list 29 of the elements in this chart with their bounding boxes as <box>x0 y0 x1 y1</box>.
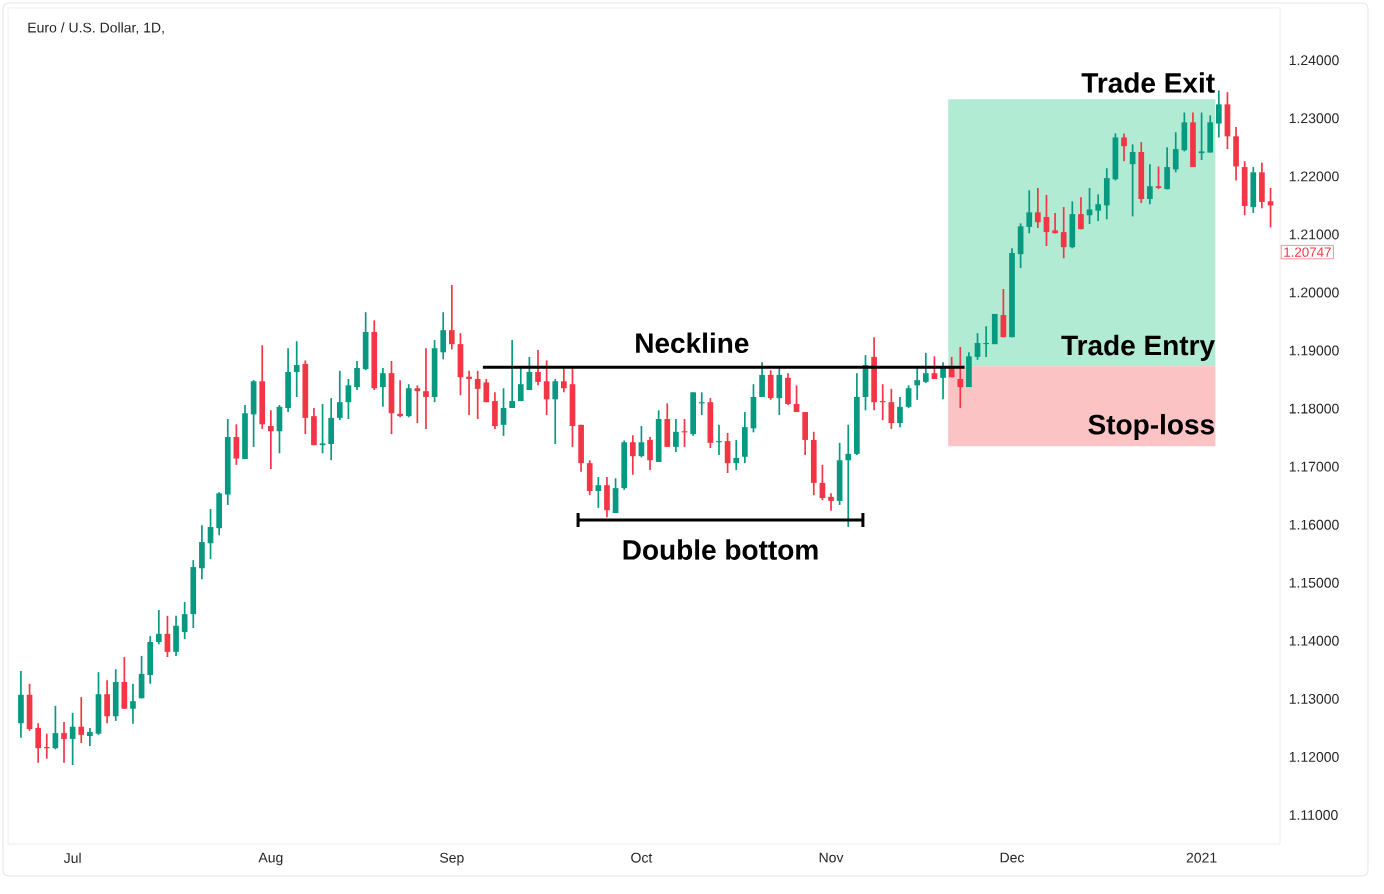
x-tick-label: Aug <box>258 852 283 866</box>
y-tick-label: 1.24000 <box>1289 55 1339 66</box>
y-tick-label: 1.22000 <box>1289 171 1339 182</box>
y-tick-label: 1.17000 <box>1289 461 1339 472</box>
y-tick-label: 1.20000 <box>1289 287 1339 298</box>
y-tick-label: 1.16000 <box>1289 519 1339 530</box>
band-label: Stop-loss <box>1088 413 1214 441</box>
y-tick-label: 1.13000 <box>1289 693 1339 704</box>
y-tick-label: 1.15000 <box>1289 577 1339 588</box>
candlestick <box>991 313 998 345</box>
y-tick-label: 1.19000 <box>1289 345 1339 356</box>
y-tick-label: 1.18000 <box>1289 403 1339 414</box>
x-tick-label: 2021 <box>1186 852 1217 863</box>
text: 1.20747 <box>1284 247 1331 257</box>
y-tick-label: 1.14000 <box>1289 635 1339 646</box>
x-tick-label: Nov <box>819 852 844 863</box>
text: Euro / U.S. Dollar, 1D, <box>28 22 164 35</box>
y-tick-label: 1.12000 <box>1289 751 1339 762</box>
annotation: Trade Entry <box>1061 334 1215 361</box>
x-tick-label: Dec <box>1000 852 1025 863</box>
y-tick-label: 1.23000 <box>1289 113 1339 124</box>
x-tick-label: Oct <box>631 852 653 863</box>
ref-line-label: Neckline <box>636 332 749 354</box>
x-tick-label: Jul <box>63 852 81 863</box>
y-tick-label: 1.21000 <box>1289 229 1339 240</box>
ref-line-label: Double bottom <box>623 539 818 560</box>
annotation: Trade Exit <box>1081 72 1215 93</box>
x-tick-label: Sep <box>440 852 464 866</box>
y-tick-label: 1.11000 <box>1289 810 1338 820</box>
